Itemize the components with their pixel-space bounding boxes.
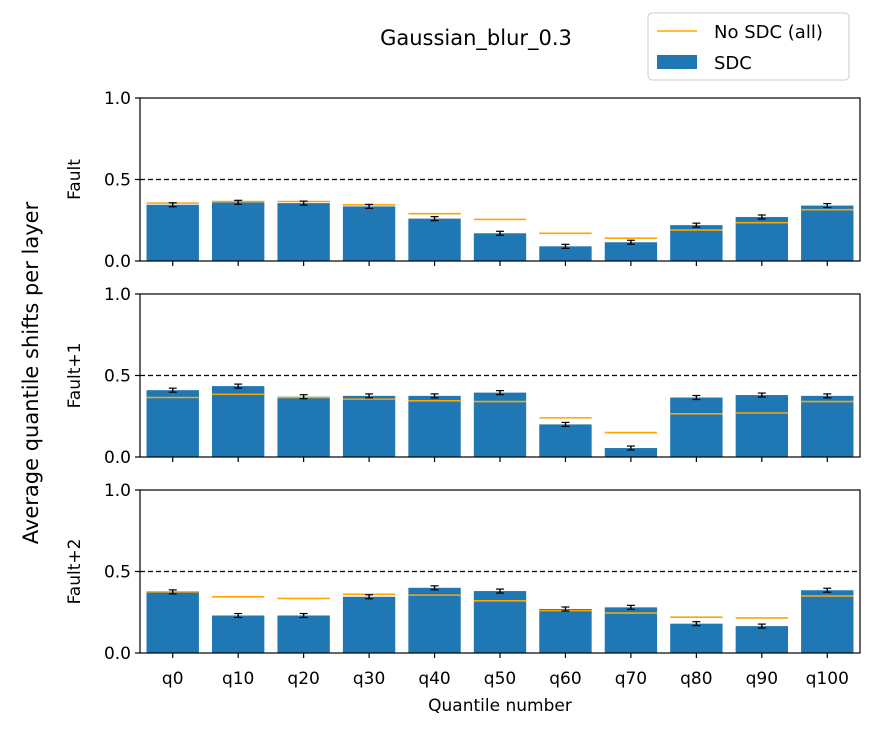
legend-label-sdc: SDC [714,53,752,74]
sdc-bar-q70 [605,607,657,653]
panel-label: Fault [65,159,85,200]
x-tick-label-q10: q10 [222,669,254,689]
sdc-bar-q30 [343,597,395,653]
panel-1: 0.0 0.5 1.0 Fault [65,89,860,272]
sdc-bar-q90 [736,395,788,457]
sdc-bar-q40 [408,396,460,457]
x-tick-label-q30: q30 [353,669,385,689]
x-tick-label-q40: q40 [418,669,450,689]
sdc-bar-q100 [801,206,853,261]
panels: 0.0 0.5 1.0 Fault 0.0 0.5 1.0 Fault+1 0.0 0.5 1.0 F… [65,89,860,689]
sdc-bar-q10 [212,616,264,653]
y-tick-label: 0.0 [104,644,131,664]
legend: No SDC (all) SDC [648,13,849,80]
y-tick-label: 1.0 [104,89,131,109]
sdc-bar-q100 [801,590,853,653]
panel-2: 0.0 0.5 1.0 Fault+1 [65,285,860,468]
sdc-bar-q20 [277,203,329,261]
sdc-bar-q60 [539,424,591,457]
sdc-bar-q20 [277,397,329,457]
sdc-bar-q30 [343,206,395,261]
x-tick-label-q50: q50 [484,669,516,689]
sdc-bar-q20 [277,616,329,653]
panel-3: 0.0 0.5 1.0 Fault+2 [65,481,860,664]
y-tick-label: 1.0 [104,481,131,501]
sdc-bar-q90 [736,217,788,261]
sdc-bar-q0 [147,390,199,457]
sdc-bar-q40 [408,588,460,653]
sdc-bar-q60 [539,609,591,653]
y-tick-label: 0.0 [104,252,131,272]
y-tick-label: 0.0 [104,448,131,468]
x-tick-label-q80: q80 [680,669,712,689]
sdc-bar-q0 [147,205,199,261]
sdc-bar-q80 [670,398,722,457]
sdc-bar-q0 [147,592,199,653]
x-tick-label-q90: q90 [746,669,778,689]
y-tick-label: 1.0 [104,285,131,305]
x-tick-label-q100: q100 [806,669,849,689]
sdc-bar-q30 [343,396,395,457]
x-tick-label-q0: q0 [162,669,184,689]
x-tick-label-q60: q60 [549,669,581,689]
sdc-bar-q70 [605,242,657,261]
x-tick-label-q70: q70 [615,669,647,689]
sdc-bar-q10 [212,202,264,261]
y-tick-label: 0.5 [104,563,131,583]
panel-label: Fault+2 [65,539,85,605]
y-tick-label: 0.5 [104,367,131,387]
x-tick-label-q20: q20 [287,669,319,689]
y-axis-label: Average quantile shifts per layer [19,201,43,544]
sdc-bar-q80 [670,624,722,653]
x-axis-label: Quantile number [428,696,572,716]
y-tick-label: 0.5 [104,171,131,191]
sdc-bar-q10 [212,386,264,457]
sdc-bar-q90 [736,626,788,653]
panel-label: Fault+1 [65,343,85,409]
sdc-bar-q50 [474,233,526,261]
chart-title: Gaussian_blur_0.3 [380,26,572,51]
sdc-bar-q40 [408,219,460,261]
sdc-bar-q100 [801,396,853,457]
legend-label-no-sdc: No SDC (all) [714,22,823,43]
legend-swatch-sdc [657,55,697,69]
